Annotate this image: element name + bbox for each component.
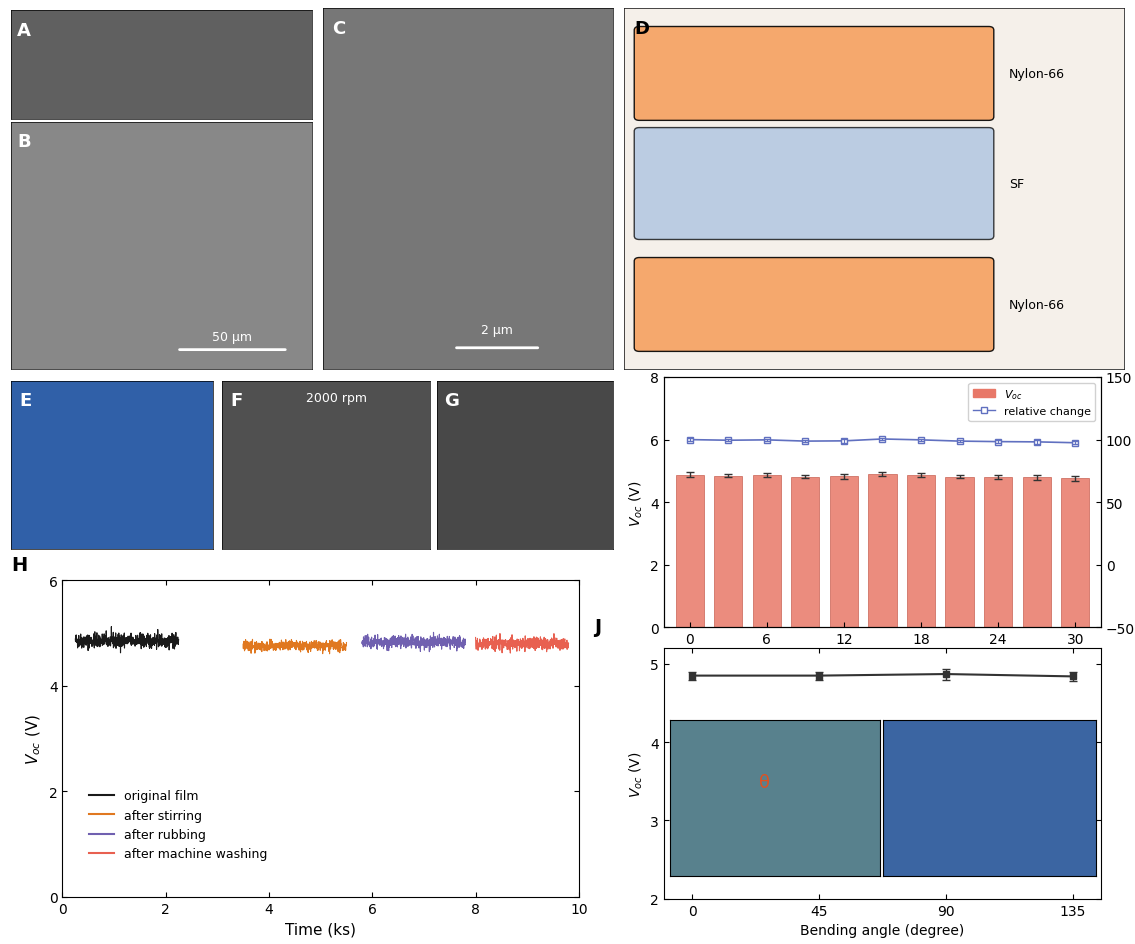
after rubbing bbox=[355, 636, 369, 648]
original film bbox=[86, 629, 100, 640]
Text: A: A bbox=[17, 23, 32, 41]
after machine washing bbox=[504, 648, 518, 659]
Text: E: E bbox=[19, 392, 32, 410]
after stirring bbox=[284, 645, 297, 656]
X-axis label: Time (Day): Time (Day) bbox=[844, 652, 920, 666]
Text: G: G bbox=[444, 392, 459, 410]
after stirring bbox=[263, 643, 277, 654]
original film bbox=[68, 633, 82, 645]
after rubbing bbox=[381, 639, 395, 650]
after machine washing bbox=[539, 638, 553, 649]
after machine washing bbox=[562, 638, 575, 649]
original film bbox=[114, 648, 127, 659]
Bar bbox=[1061, 479, 1090, 628]
Legend: original film, after stirring, after rubbing, after machine washing: original film, after stirring, after rub… bbox=[84, 784, 272, 866]
after rubbing bbox=[459, 637, 472, 649]
FancyBboxPatch shape bbox=[634, 259, 994, 352]
Text: C: C bbox=[333, 20, 345, 39]
after rubbing bbox=[402, 639, 415, 650]
original film bbox=[104, 621, 118, 632]
FancyBboxPatch shape bbox=[634, 27, 994, 121]
X-axis label: Time (ks): Time (ks) bbox=[285, 921, 356, 936]
Bar bbox=[984, 478, 1012, 628]
Y-axis label: $V_{oc}$ (V): $V_{oc}$ (V) bbox=[628, 480, 645, 526]
X-axis label: Bending angle (degree): Bending angle (degree) bbox=[800, 923, 965, 937]
Text: D: D bbox=[634, 20, 649, 39]
after rubbing bbox=[417, 640, 430, 651]
original film bbox=[95, 634, 109, 646]
after machine washing bbox=[511, 637, 524, 649]
after stirring bbox=[339, 637, 353, 649]
after machine washing bbox=[485, 643, 498, 654]
Bar bbox=[830, 477, 858, 628]
Text: Nylon-66: Nylon-66 bbox=[1009, 298, 1065, 312]
Text: I: I bbox=[594, 346, 602, 365]
after machine washing bbox=[493, 640, 506, 651]
after machine washing bbox=[524, 640, 538, 651]
Y-axis label: $V_{oc}$ (V): $V_{oc}$ (V) bbox=[628, 750, 645, 797]
after machine washing bbox=[469, 632, 482, 644]
Text: 2 μm: 2 μm bbox=[481, 324, 513, 337]
after machine washing bbox=[531, 636, 545, 648]
Bar bbox=[907, 475, 935, 628]
after stirring bbox=[236, 639, 250, 650]
Text: B: B bbox=[17, 132, 31, 151]
after stirring bbox=[322, 649, 336, 660]
original film bbox=[129, 639, 143, 650]
after rubbing bbox=[422, 647, 436, 658]
Bar bbox=[753, 476, 781, 628]
Line: after machine washing: after machine washing bbox=[476, 633, 569, 653]
Y-axis label: $V_{oc}$ (V): $V_{oc}$ (V) bbox=[25, 713, 43, 765]
after stirring bbox=[254, 644, 268, 655]
original film bbox=[116, 635, 129, 647]
after rubbing bbox=[434, 638, 447, 649]
after rubbing bbox=[424, 632, 438, 644]
after machine washing bbox=[493, 628, 506, 639]
after stirring bbox=[297, 641, 311, 652]
Text: θ: θ bbox=[758, 773, 770, 792]
Bar bbox=[945, 477, 974, 628]
Bar bbox=[868, 475, 897, 628]
Text: 50 μm: 50 μm bbox=[212, 330, 252, 344]
Line: after rubbing: after rubbing bbox=[362, 632, 465, 652]
after rubbing bbox=[427, 627, 440, 638]
Bar bbox=[675, 475, 704, 628]
Bar bbox=[791, 477, 819, 628]
after stirring bbox=[263, 633, 277, 645]
Line: original film: original film bbox=[75, 627, 178, 653]
Text: J: J bbox=[594, 617, 602, 636]
after rubbing bbox=[373, 637, 387, 649]
Text: Nylon-66: Nylon-66 bbox=[1009, 68, 1065, 81]
after stirring bbox=[305, 638, 319, 649]
Text: 2000 rpm: 2000 rpm bbox=[306, 392, 368, 405]
Text: SF: SF bbox=[1009, 177, 1024, 191]
Text: H: H bbox=[10, 555, 27, 574]
original film bbox=[171, 634, 185, 646]
Text: F: F bbox=[230, 392, 243, 410]
Line: after stirring: after stirring bbox=[243, 639, 346, 654]
original film bbox=[146, 633, 160, 645]
original film bbox=[137, 635, 151, 647]
Bar bbox=[714, 476, 742, 628]
FancyBboxPatch shape bbox=[634, 128, 994, 240]
Legend: $V_{oc}$, relative change: $V_{oc}$, relative change bbox=[968, 383, 1095, 421]
after stirring bbox=[314, 639, 328, 650]
Bar bbox=[1023, 478, 1051, 628]
